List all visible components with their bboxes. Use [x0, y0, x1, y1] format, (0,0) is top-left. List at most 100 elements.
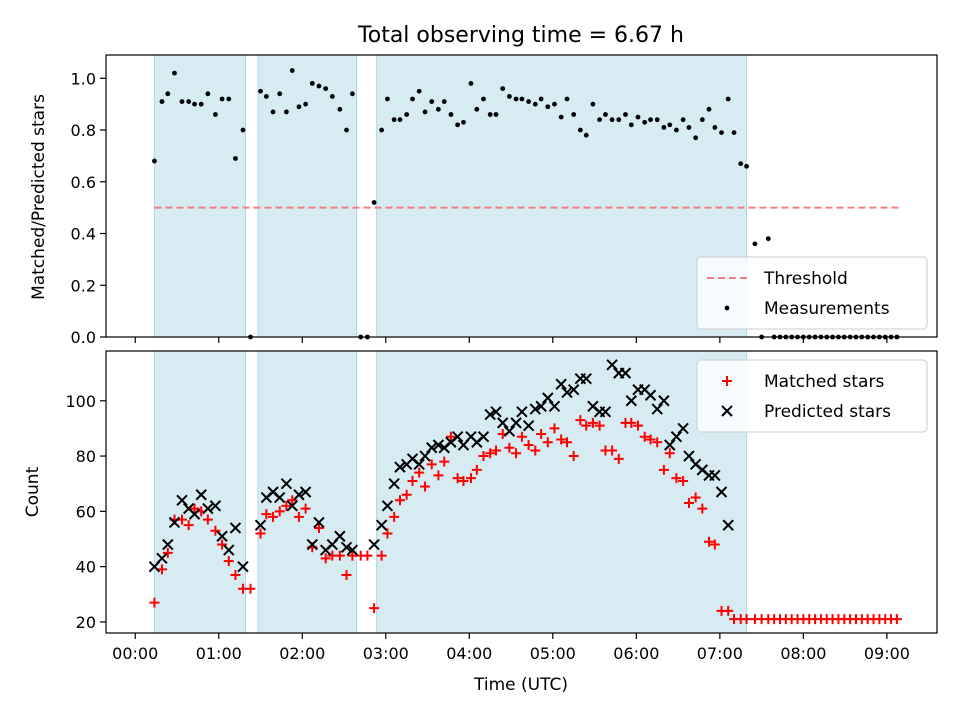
- data-point: [323, 86, 329, 92]
- predicted-marker: [394, 461, 406, 473]
- matched-marker: [230, 569, 241, 580]
- matched-marker: [362, 550, 373, 561]
- matched-marker: [347, 550, 358, 561]
- data-point: [667, 122, 673, 128]
- data-point: [309, 81, 315, 86]
- data-point: [258, 88, 263, 94]
- predicted-marker: [548, 400, 561, 413]
- x-tick-label: 03:00: [363, 644, 409, 663]
- matched-marker: [217, 539, 228, 550]
- matched-marker: [562, 437, 573, 448]
- data-point: [661, 125, 667, 130]
- predicted-marker: [368, 538, 380, 551]
- predicted-marker: [522, 419, 535, 432]
- y-tick-label: 1.0: [71, 69, 96, 88]
- data-point: [674, 127, 679, 133]
- predicted-marker: [419, 450, 431, 462]
- matched-marker: [542, 437, 553, 448]
- series-matched-stars: [149, 415, 902, 625]
- predicted-marker: [293, 489, 305, 501]
- legend: Matched stars Predicted stars: [696, 359, 928, 433]
- matched-marker: [633, 420, 644, 431]
- legend-entry-label: Predicted stars: [764, 402, 891, 422]
- predicted-marker: [619, 367, 632, 379]
- axes-frame: [105, 54, 938, 338]
- matched-marker: [607, 445, 618, 456]
- predicted-marker: [340, 541, 353, 554]
- matched-marker: [697, 503, 708, 514]
- predicted-marker: [529, 403, 541, 415]
- predicted-marker: [542, 392, 554, 404]
- data-point: [493, 112, 499, 117]
- predicted-marker: [555, 378, 567, 390]
- matched-marker: [678, 475, 689, 486]
- data-point: [552, 101, 557, 107]
- matched-marker: [452, 473, 463, 484]
- predicted-marker: [644, 389, 657, 401]
- data-point: [487, 112, 493, 117]
- data-point: [564, 96, 570, 102]
- matched-marker: [536, 428, 547, 439]
- predicted-marker: [625, 395, 638, 407]
- matched-marker: [581, 420, 592, 431]
- matched-marker: [523, 440, 534, 450]
- matched-marker: [433, 470, 444, 481]
- top-y-axis-label: Matched/Predicted stars: [29, 94, 49, 300]
- x-tick-label: 00:00: [112, 644, 158, 663]
- y-tick-label: 0.4: [71, 225, 96, 244]
- matched-marker: [439, 456, 450, 467]
- predicted-marker: [477, 430, 490, 443]
- data-point: [680, 117, 686, 123]
- data-point: [699, 117, 705, 123]
- data-point: [391, 117, 397, 123]
- matched-marker: [156, 564, 167, 575]
- legend-entry-label: Matched stars: [764, 372, 884, 392]
- matched-marker: [183, 520, 194, 531]
- matched-marker: [690, 492, 701, 503]
- matched-marker: [394, 495, 405, 506]
- data-point: [654, 117, 660, 123]
- data-point: [513, 96, 519, 102]
- predicted-marker: [503, 425, 516, 437]
- x-axis-label: Time (UTC): [473, 675, 568, 695]
- predicted-marker: [484, 408, 496, 421]
- data-point: [571, 112, 577, 117]
- data-point: [205, 91, 211, 97]
- predicted-marker: [195, 489, 207, 501]
- matched-marker: [268, 511, 279, 522]
- predicted-marker: [567, 383, 580, 396]
- y-tick-label: 0.6: [71, 173, 96, 192]
- series-predicted-stars: [148, 359, 734, 573]
- matched-marker: [703, 536, 714, 547]
- predicted-marker: [658, 395, 670, 407]
- predicted-marker: [299, 486, 312, 498]
- y-tick-label: 80: [76, 447, 96, 466]
- data-point: [765, 236, 771, 242]
- y-tick-label: 40: [76, 558, 96, 577]
- data-point: [526, 99, 531, 104]
- data-point: [441, 99, 447, 104]
- matched-marker: [723, 605, 734, 616]
- data-point: [436, 106, 441, 112]
- matched-marker: [504, 442, 515, 453]
- predicted-marker: [715, 486, 728, 498]
- matched-marker: [658, 464, 669, 475]
- chart-title: Total observing time = 6.67 h: [357, 23, 684, 48]
- legend-entry-label: Threshold: [763, 269, 848, 289]
- predicted-marker: [599, 406, 612, 418]
- data-point: [597, 117, 602, 123]
- matched-marker: [245, 583, 256, 594]
- data-point: [744, 163, 749, 169]
- matched-marker: [671, 473, 682, 484]
- matched-marker: [293, 511, 304, 522]
- series-measurements: [152, 68, 900, 340]
- predicted-marker: [677, 422, 689, 435]
- data-point: [283, 109, 289, 115]
- data-point: [706, 106, 712, 112]
- matched-marker: [210, 525, 221, 536]
- matched-marker: [420, 481, 431, 492]
- data-point: [165, 91, 171, 97]
- data-point: [240, 127, 246, 133]
- predicted-marker: [254, 519, 267, 531]
- predicted-marker: [497, 417, 509, 429]
